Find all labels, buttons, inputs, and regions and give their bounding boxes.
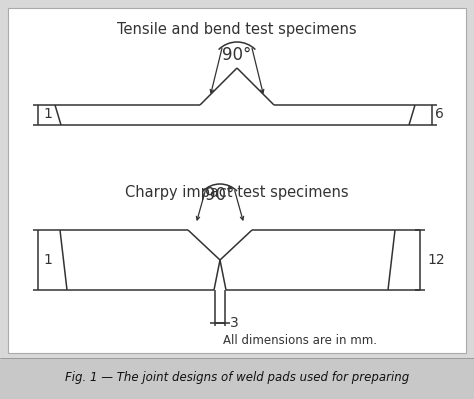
Text: Charpy impact test specimens: Charpy impact test specimens	[125, 185, 349, 200]
Text: Fig. 1 — The joint designs of weld pads used for preparing: Fig. 1 — The joint designs of weld pads …	[65, 371, 409, 385]
Text: 3: 3	[230, 316, 239, 330]
Text: 6: 6	[435, 107, 444, 121]
Text: All dimensions are in mm.: All dimensions are in mm.	[223, 334, 377, 346]
Bar	[0, 358, 474, 399]
Text: 1: 1	[43, 107, 52, 121]
Bar	[8, 8, 466, 353]
Text: Tensile and bend test specimens: Tensile and bend test specimens	[117, 22, 357, 37]
Text: 1: 1	[43, 253, 52, 267]
Text: 90°: 90°	[205, 186, 235, 204]
Text: 12: 12	[427, 253, 445, 267]
Text: 90°: 90°	[222, 46, 252, 64]
